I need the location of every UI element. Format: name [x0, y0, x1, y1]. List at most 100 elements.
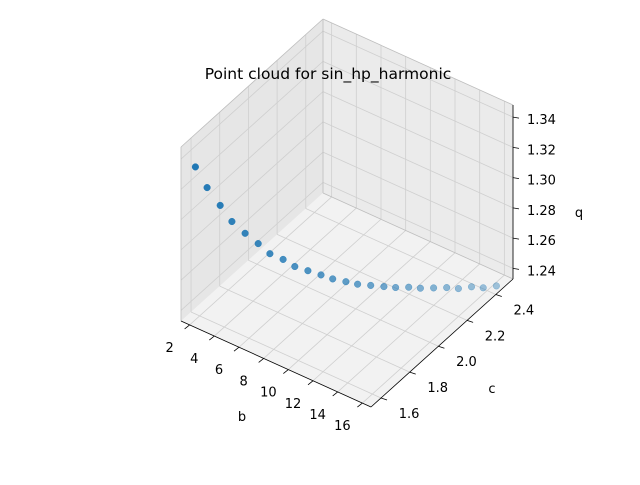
data-point	[216, 201, 224, 209]
data-point	[241, 229, 249, 237]
b-tick-mark	[184, 324, 190, 330]
grid-line-c	[190, 311, 382, 399]
y-axis-label: c	[488, 382, 495, 397]
grid-line-q	[322, 61, 514, 148]
data-points	[191, 163, 500, 293]
grid-line-b	[214, 207, 357, 337]
data-point	[228, 217, 236, 226]
b-tick-mark	[258, 358, 264, 363]
chart-title: Point cloud for sin_hp_harmonic	[205, 65, 452, 84]
b-tick-label: 16	[334, 419, 351, 434]
data-point	[254, 240, 262, 248]
b-tick-mark	[283, 369, 289, 374]
data-point	[191, 163, 199, 171]
grid-line-b	[238, 218, 382, 348]
data-point	[479, 284, 487, 292]
b-tick-label: 4	[190, 352, 198, 367]
q-tick-mark	[512, 237, 520, 240]
b-tick-label: 12	[285, 397, 302, 412]
data-point	[416, 284, 424, 292]
grid-line-c	[305, 208, 496, 295]
b-tick-label: 2	[165, 341, 173, 356]
axis-panes	[181, 19, 513, 407]
grid-line-q	[322, 30, 514, 118]
c-tick-mark	[409, 371, 416, 375]
data-point	[279, 255, 287, 263]
c-tick-label: 2.0	[456, 355, 477, 370]
c-tick-label: 2.4	[513, 304, 534, 319]
b-tick-mark	[332, 391, 338, 397]
q-tick-mark	[512, 116, 520, 119]
data-point	[443, 284, 451, 292]
data-point	[430, 284, 438, 292]
data-point	[291, 262, 299, 271]
back-pane	[323, 19, 513, 279]
grid-line-q	[180, 121, 324, 251]
axis-lines	[180, 18, 520, 408]
z-axis-label: q	[575, 206, 583, 221]
grid-line-c	[276, 234, 468, 321]
grid-line-b	[189, 196, 332, 326]
b-tick-mark	[209, 335, 215, 341]
c-tick-mark	[495, 294, 502, 297]
data-point	[380, 283, 388, 291]
grid-line-q	[322, 182, 514, 269]
q-tick-mark	[512, 177, 520, 180]
q-tick-label: 1.26	[527, 234, 556, 249]
data-point	[405, 283, 413, 291]
grid-line-c	[248, 259, 439, 347]
data-point	[304, 267, 312, 275]
data-point	[203, 184, 211, 192]
data-point	[266, 250, 274, 258]
pane-edge	[322, 18, 514, 106]
data-point	[492, 282, 500, 290]
pane-edge	[322, 192, 514, 280]
x-axis-label: b	[238, 410, 246, 425]
data-point	[467, 283, 476, 291]
grid-line-b	[362, 274, 505, 404]
c-tick-label: 2.2	[485, 329, 506, 344]
data-point	[342, 278, 350, 286]
grid-line-q	[180, 61, 324, 190]
b-tick-label: 8	[240, 374, 248, 389]
data-point	[329, 275, 337, 283]
c-tick-label: 1.6	[399, 407, 420, 422]
left-pane	[181, 19, 323, 321]
c-tick-mark	[380, 397, 388, 401]
q-tick-label: 1.28	[527, 204, 556, 219]
data-point	[354, 280, 362, 288]
q-tick-mark	[512, 268, 520, 270]
c-axis-line	[370, 278, 514, 408]
b-tick-label: 10	[260, 386, 277, 401]
grid-line-q	[322, 151, 514, 239]
grid-line-q	[180, 182, 324, 311]
c-tick-label: 1.8	[427, 381, 448, 396]
grid-lines	[180, 22, 514, 404]
grid-line-b	[312, 252, 456, 382]
b-tick-mark	[233, 346, 240, 352]
grid-line-c	[219, 285, 410, 373]
q-tick-label: 1.30	[527, 174, 556, 189]
q-tick-mark	[512, 146, 520, 149]
grid-line-q	[322, 121, 514, 209]
data-point	[454, 285, 462, 293]
data-point	[367, 281, 375, 289]
tick-labels: 2 4 6 8 10 12 14 16 1.6 1.8 2.0 2.2 2.4 1.24 1.26 1.28 1…	[165, 113, 555, 434]
data-point	[392, 283, 400, 292]
grid-line-q	[322, 91, 514, 178]
b-tick-label: 6	[215, 363, 223, 378]
grid-line-q	[180, 91, 324, 220]
grid-line-b	[337, 263, 480, 393]
q-tick-label: 1.24	[527, 264, 556, 279]
b-axis-line	[180, 320, 372, 408]
b-tick-mark	[357, 402, 363, 408]
b-tick-mark	[307, 380, 314, 386]
grid-line-q	[180, 151, 324, 281]
grid-line-q	[180, 30, 324, 160]
c-tick-mark	[438, 345, 445, 349]
q-tick-label: 1.32	[527, 143, 556, 158]
data-point	[317, 271, 325, 279]
pane-edge	[180, 18, 324, 148]
